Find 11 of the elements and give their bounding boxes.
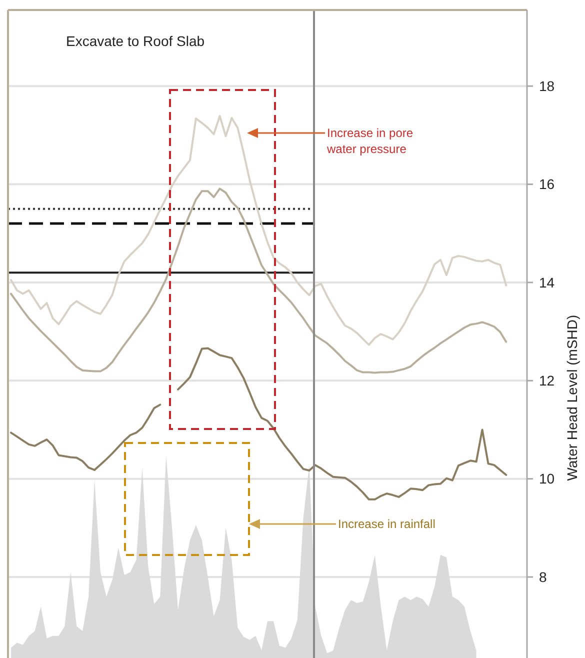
annotation: Excavate to Roof Slab bbox=[66, 33, 205, 49]
y-tick-label: 18 bbox=[539, 78, 555, 94]
annotation: Increase in pore water pressure bbox=[326, 126, 414, 156]
y-tick-label: 12 bbox=[539, 372, 555, 389]
y-tick-label: 14 bbox=[539, 274, 555, 290]
y-tick-label: 10 bbox=[539, 470, 555, 487]
annotation: Increase in rainfall bbox=[338, 517, 436, 531]
line-series bbox=[10, 115, 508, 346]
y-tick-label: 8 bbox=[539, 568, 547, 585]
y-tick-label: 16 bbox=[539, 176, 555, 192]
y-axis-title: Water Head Level (mSHD) bbox=[564, 314, 580, 481]
